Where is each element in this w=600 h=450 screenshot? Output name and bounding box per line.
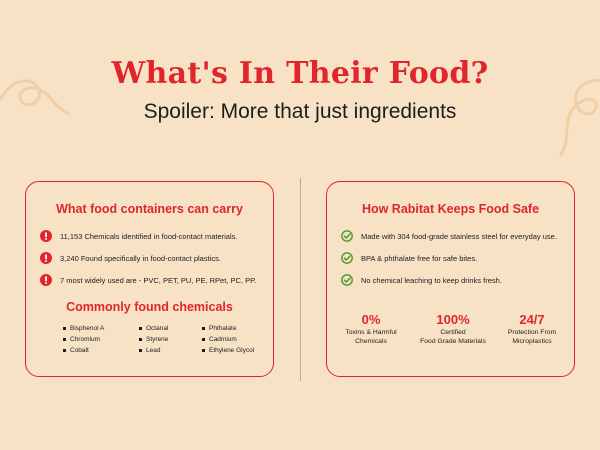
headline: What's In Their Food? <box>111 56 489 91</box>
right-item-text: Made with 304 food-grade stainless steel… <box>361 231 557 241</box>
rabitat-safety-card: How Rabitat Keeps Food Safe Made with 30… <box>326 181 575 377</box>
decorative-swirl-left <box>0 79 70 116</box>
check-circle-icon <box>341 274 353 286</box>
stat-value: 0% <box>361 312 381 327</box>
right-item-text: BPA & phthalate free for safe bites. <box>361 253 478 263</box>
stat-label-line-1: Protection From <box>507 329 557 336</box>
stat-toxins: 0% Toxins & Harmful Chemicals <box>331 312 411 346</box>
stat-value: 100% <box>436 312 470 327</box>
check-circle-icon <box>341 252 353 264</box>
chemical-item: Phthalate <box>202 323 254 334</box>
chemicals-column-1: Bisphenol A Chromium Cobalt <box>63 323 104 356</box>
left-item-text: 3,240 Found specifically in food-contact… <box>60 253 221 263</box>
right-item-0: Made with 304 food-grade stainless steel… <box>341 230 557 242</box>
left-item-text: 7 most widely used are - PVC, PET, PU, P… <box>60 275 257 285</box>
chemicals-column-3: Phthalate Cadmium Ethylene Glycol <box>202 323 254 356</box>
stat-label-line-2: Chemicals <box>355 337 387 345</box>
left-item-1: 3,240 Found specifically in food-contact… <box>40 252 221 264</box>
left-item-0: 11,153 Chemicals identified in food-cont… <box>40 230 237 242</box>
chemical-item: Cadmium <box>202 334 254 345</box>
subtitle: Spoiler: More that just ingredients <box>143 100 457 123</box>
stat-protection: 24/7 Protection From Microplastics <box>492 312 572 346</box>
stat-label-line-2: Food Grade Materials <box>420 337 486 345</box>
chemical-item: Chromium <box>63 334 104 345</box>
decorative-swirl-right <box>558 78 600 157</box>
right-item-2: No chemical leaching to keep drinks fres… <box>341 274 502 286</box>
left-item-2: 7 most widely used are - PVC, PET, PU, P… <box>40 274 256 286</box>
left-item-text: 11,153 Chemicals identified in food-cont… <box>60 231 238 241</box>
left-card-title: What food containers can carry <box>56 202 243 216</box>
right-card-title: How Rabitat Keeps Food Safe <box>361 202 540 216</box>
chemical-item: Cobalt <box>63 345 104 356</box>
alert-icon <box>40 252 52 264</box>
chemicals-heading: Commonly found chemicals <box>66 300 233 314</box>
chemicals-column-2: Octanal Styrene Lead <box>139 323 168 356</box>
food-containers-card: What food containers can carry 11,153 Ch… <box>25 181 274 377</box>
alert-icon <box>40 274 52 286</box>
right-item-1: BPA & phthalate free for safe bites. <box>341 252 477 264</box>
stat-certified: 100% Certified Food Grade Materials <box>413 312 493 346</box>
stat-value: 24/7 <box>519 312 545 327</box>
check-circle-icon <box>341 230 353 242</box>
chemical-item: Octanal <box>139 323 168 334</box>
stat-label-line-1: Certified <box>440 329 466 336</box>
stat-label-line-2: Microplastics <box>512 337 552 345</box>
right-item-text: No chemical leaching to keep drinks fres… <box>361 275 502 285</box>
chemical-item: Lead <box>139 345 168 356</box>
stat-label-line-1: Toxins & Harmful <box>345 329 397 336</box>
chemical-item: Bisphenol A <box>63 323 104 334</box>
chemical-item: Styrene <box>139 334 168 345</box>
alert-icon <box>40 230 52 242</box>
center-divider <box>300 178 301 381</box>
chemical-item: Ethylene Glycol <box>202 345 254 356</box>
